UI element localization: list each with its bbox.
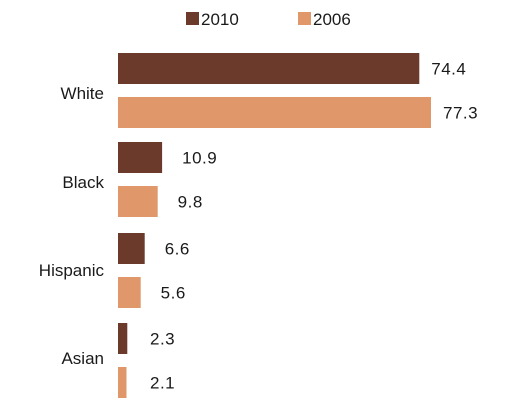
bar-asian-2010 (118, 323, 128, 354)
legend: 2010 2006 (186, 10, 351, 29)
value-labels: 74.4 77.3 10.9 9.8 6.6 5.6 2.3 2.1 (150, 60, 478, 393)
value-label-white-2006: 77.3 (443, 104, 478, 123)
bar-white-2006 (118, 97, 431, 128)
legend-label-2010: 2010 (201, 10, 239, 29)
category-label-black: Black (62, 173, 104, 192)
category-labels: White Black Hispanic Asian (39, 84, 105, 368)
legend-label-2006: 2006 (313, 10, 351, 29)
legend-swatch-2010 (186, 12, 199, 25)
value-label-white-2010: 74.4 (431, 60, 466, 79)
category-label-asian: Asian (61, 349, 104, 368)
value-label-hispanic-2010: 6.6 (165, 240, 190, 259)
value-label-hispanic-2006: 5.6 (161, 284, 186, 303)
bars (118, 53, 431, 398)
bar-hispanic-2006 (118, 277, 141, 308)
bar-white-2010 (118, 53, 420, 84)
bar-black-2006 (118, 186, 158, 217)
bar-hispanic-2010 (118, 233, 145, 264)
value-label-asian-2010: 2.3 (150, 330, 175, 349)
legend-swatch-2006 (298, 12, 311, 25)
category-label-white: White (61, 84, 104, 103)
value-label-asian-2006: 2.1 (150, 374, 175, 393)
category-label-hispanic: Hispanic (39, 261, 105, 280)
value-label-black-2006: 9.8 (178, 193, 203, 212)
bar-black-2010 (118, 142, 163, 173)
bar-asian-2006 (118, 367, 127, 398)
value-label-black-2010: 10.9 (182, 149, 217, 168)
